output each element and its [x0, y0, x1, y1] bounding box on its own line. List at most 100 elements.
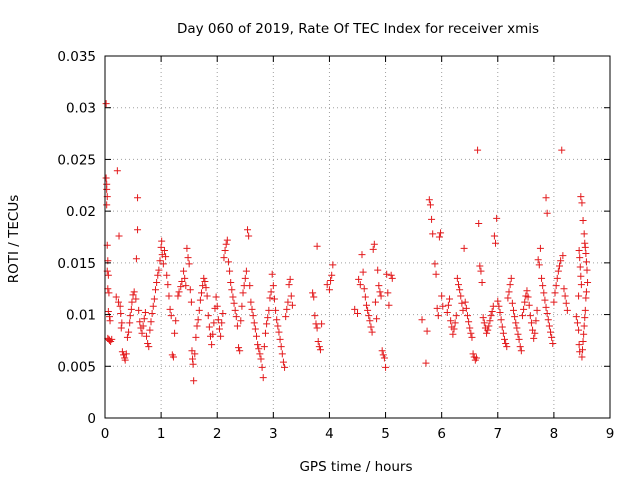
data-point [485, 322, 493, 330]
data-point [223, 236, 231, 244]
data-point [103, 201, 111, 209]
data-point [104, 307, 112, 315]
data-point [213, 302, 221, 310]
y-tick-label: 0.025 [57, 152, 96, 168]
data-point [579, 216, 587, 224]
data-point [581, 314, 589, 322]
data-point [181, 274, 189, 282]
data-point [475, 220, 483, 228]
data-point [143, 332, 151, 340]
data-point [278, 350, 286, 358]
data-point [582, 288, 590, 296]
data-point [426, 201, 434, 209]
data-point [141, 309, 149, 317]
data-point [456, 286, 464, 294]
data-point [128, 298, 136, 306]
data-point [215, 325, 223, 333]
plot-frame [104, 55, 611, 419]
data-point [172, 317, 180, 325]
data-point [184, 254, 192, 262]
data-point [226, 267, 234, 275]
data-point [235, 344, 243, 352]
data-point [266, 294, 274, 302]
data-point [504, 294, 512, 302]
data-point [200, 274, 208, 282]
data-point [167, 312, 175, 320]
data-point [553, 274, 561, 282]
data-point [187, 298, 195, 306]
data-point [447, 317, 455, 325]
data-point [443, 309, 451, 317]
x-tick-label: 7 [493, 426, 502, 442]
data-point [538, 274, 546, 282]
data-point [548, 333, 556, 341]
data-point [580, 330, 588, 338]
data-point [545, 322, 553, 330]
data-point [542, 303, 550, 311]
data-point [483, 329, 491, 337]
data-point [155, 266, 163, 274]
x-tick-label: 0 [101, 426, 110, 442]
data-point [221, 246, 229, 254]
data-point [323, 281, 331, 289]
data-point [580, 322, 588, 330]
data-point [245, 232, 253, 240]
data-point [191, 350, 199, 358]
data-point [198, 289, 206, 297]
data-point [388, 274, 396, 282]
data-point [582, 250, 590, 258]
data-point [362, 301, 370, 309]
y-axis-label: ROTI / TECUs [6, 195, 22, 283]
data-point [418, 316, 426, 324]
data-point [149, 302, 157, 310]
data-point [175, 288, 183, 296]
data-point [490, 232, 498, 240]
data-point [125, 328, 133, 336]
data-point [428, 215, 436, 223]
data-point [539, 282, 547, 290]
data-point [286, 275, 294, 283]
data-point [165, 292, 173, 300]
data-point [562, 299, 570, 307]
data-point [509, 306, 517, 314]
data-point [513, 324, 521, 332]
data-point [250, 319, 258, 327]
data-point [577, 281, 585, 289]
grid-lines [105, 56, 610, 418]
data-point [139, 322, 147, 330]
data-point [208, 341, 216, 349]
data-point [453, 274, 461, 282]
data-point [451, 319, 459, 327]
data-point [219, 310, 227, 318]
data-point [581, 306, 589, 314]
data-point [446, 295, 454, 303]
x-tick-label: 3 [269, 426, 278, 442]
x-tick-label: 9 [606, 426, 615, 442]
data-point [581, 239, 589, 247]
data-point [518, 312, 526, 320]
data-point [261, 329, 269, 337]
data-point [118, 348, 126, 356]
y-tick-label: 0.03 [66, 101, 96, 117]
data-point [267, 288, 275, 296]
data-point [115, 232, 123, 240]
data-point [502, 340, 510, 348]
data-point [239, 289, 247, 297]
data-point [540, 289, 548, 297]
data-point [501, 335, 509, 343]
data-point [193, 322, 201, 330]
data-point [314, 337, 322, 345]
data-point [126, 319, 134, 327]
data-point [578, 199, 586, 207]
data-point [520, 305, 528, 313]
data-point [457, 292, 465, 300]
data-point [169, 353, 177, 361]
data-point [507, 274, 515, 282]
y-tick-label: 0.02 [66, 204, 96, 220]
data-point [532, 317, 540, 325]
data-point [449, 330, 457, 338]
data-point [437, 229, 445, 237]
y-tick-label: 0.035 [57, 49, 96, 65]
data-point [116, 302, 124, 310]
